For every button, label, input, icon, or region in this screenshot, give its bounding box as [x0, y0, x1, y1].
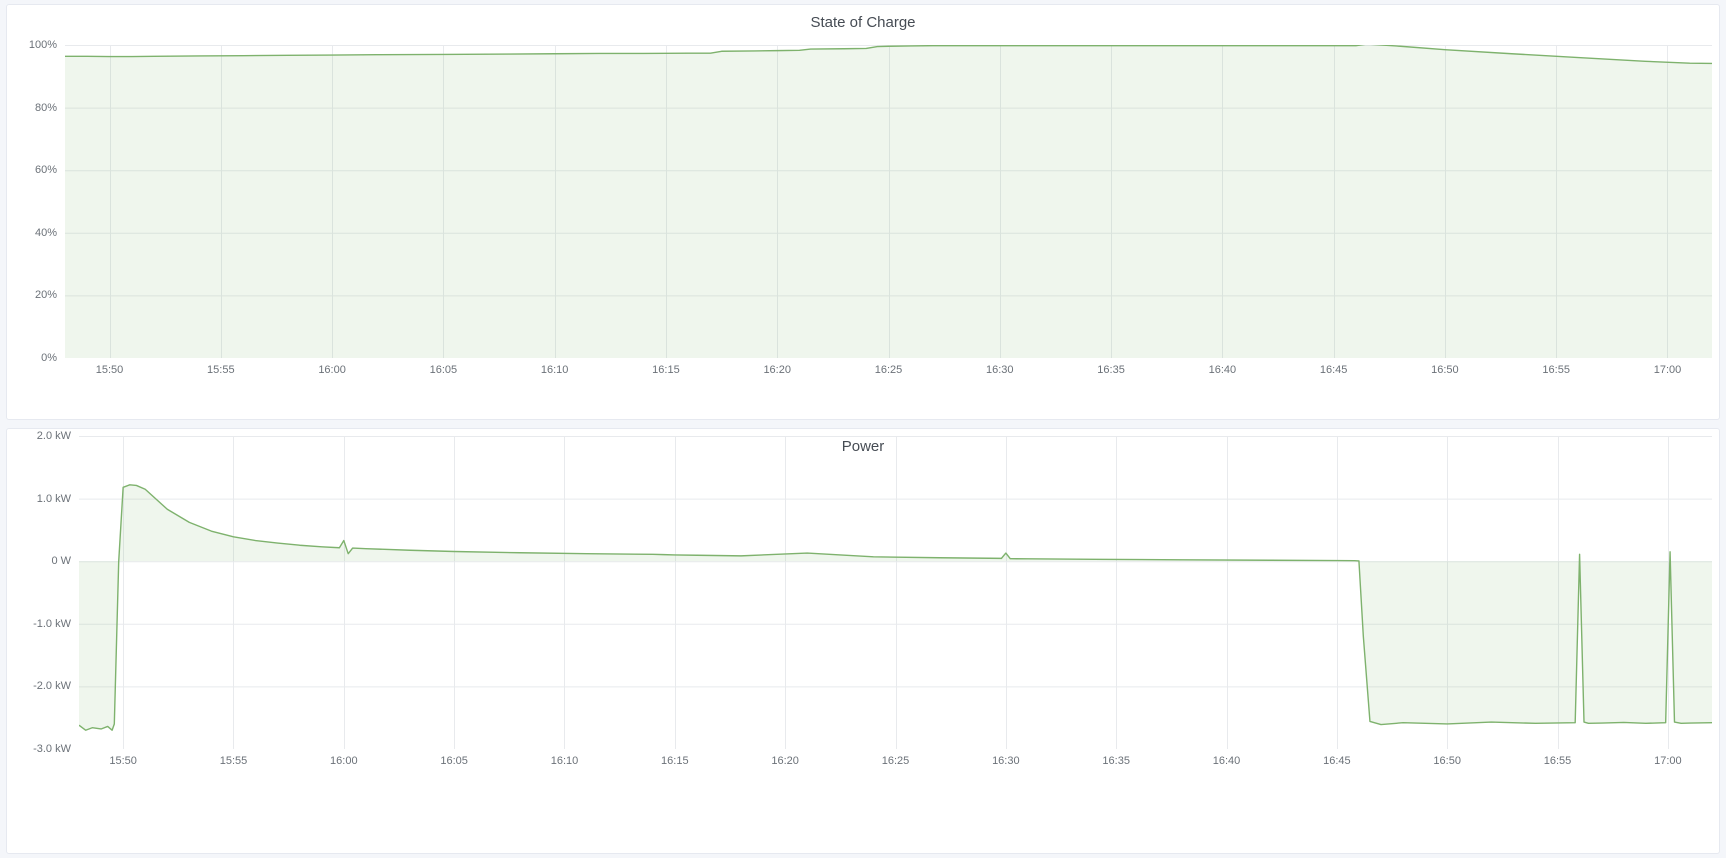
- y-axis-tick-label: 0%: [41, 352, 57, 364]
- x-axis-tick-label: 16:30: [986, 364, 1014, 376]
- y-axis-tick-label: 100%: [28, 39, 57, 51]
- x-axis-tick-label: 16:50: [1433, 755, 1461, 767]
- x-axis-tick-label: 15:55: [219, 755, 248, 767]
- chart-svg: [65, 45, 1712, 358]
- x-axis-tick-label: 16:25: [881, 755, 910, 767]
- y-axis-tick-label: -2.0 kW: [33, 680, 71, 693]
- x-axis-tick-label: 17:00: [1654, 755, 1682, 767]
- x-axis-tick-label: 16:55: [1543, 755, 1572, 767]
- x-axis-tick-label: 16:35: [1097, 364, 1125, 376]
- panel-power: Power 2.0 kW 1.0 kW 0 W -1.0 kW -2.0 kW -3.0 …: [6, 428, 1720, 854]
- y-axis-tick-label: 40%: [34, 226, 57, 239]
- x-axis-tick-label: 16:00: [330, 755, 358, 767]
- series-line: [79, 484, 1712, 731]
- y-axis-tick-label: 0 W: [51, 555, 71, 568]
- x-axis-tick-label: 16:20: [771, 755, 799, 767]
- x-axis-tick-label: 16:25: [874, 364, 903, 376]
- x-axis-tick-label: 15:50: [109, 755, 137, 767]
- chart-power: 2.0 kW 1.0 kW 0 W -1.0 kW -2.0 kW -3.0 kW 15:5…: [33, 430, 1712, 767]
- x-axis-tick-label: 16:40: [1208, 364, 1237, 376]
- x-axis-tick-label: 16:00: [318, 364, 346, 376]
- x-axis-tick-label: 17:00: [1653, 364, 1682, 376]
- y-axis-tick-label: -1.0 kW: [33, 617, 71, 630]
- chart-state-of-charge: 0% 20% 40% 60% 80% 100% 15:50 15:55 16:00 16:05 16…: [29, 39, 1712, 376]
- x-axis-tick-label: 16:45: [1323, 755, 1351, 767]
- x-axis-tick-label: 16:35: [1102, 755, 1130, 767]
- x-axis-tick-label: 16:05: [429, 364, 458, 376]
- x-axis-tick-label: 16:05: [440, 755, 468, 767]
- x-axis-tick-label: 16:40: [1212, 755, 1241, 767]
- x-axis-tick-label: 16:10: [550, 755, 579, 767]
- x-axis-tick-label: 15:55: [207, 364, 235, 376]
- panel-state-of-charge: State of Charge 0% 20% 40% 60% 80% 100% 15:50 1…: [6, 4, 1720, 420]
- panel-title-power: Power: [841, 438, 885, 455]
- panel-title-state-of-charge: State of Charge: [810, 14, 916, 31]
- x-axis-tick-label: 16:55: [1542, 364, 1570, 376]
- x-axis-tick-label: 16:50: [1431, 364, 1459, 376]
- y-axis-tick-label: -3.0 kW: [33, 743, 71, 755]
- x-axis-tick-label: 15:50: [95, 364, 124, 376]
- y-axis-tick-label: 60%: [34, 164, 57, 177]
- x-axis-tick-label: 16:45: [1319, 364, 1348, 376]
- x-axis-tick-label: 16:10: [540, 364, 569, 376]
- x-axis-tick-label: 16:15: [661, 755, 689, 767]
- series-line: [65, 45, 1712, 65]
- x-axis-tick-label: 16:30: [992, 755, 1020, 767]
- y-axis-tick-label: 20%: [34, 289, 57, 302]
- series-area-area: [79, 484, 1712, 731]
- y-axis-tick-label: 1.0 kW: [36, 492, 71, 505]
- chart-svg: [79, 436, 1712, 749]
- y-axis-tick-label: 80%: [34, 101, 57, 114]
- y-axis-tick-label: 2.0 kW: [36, 430, 71, 442]
- x-axis-tick-label: 16:20: [763, 364, 791, 376]
- series-area-area: [65, 45, 1712, 358]
- x-axis-tick-label: 16:15: [652, 364, 680, 376]
